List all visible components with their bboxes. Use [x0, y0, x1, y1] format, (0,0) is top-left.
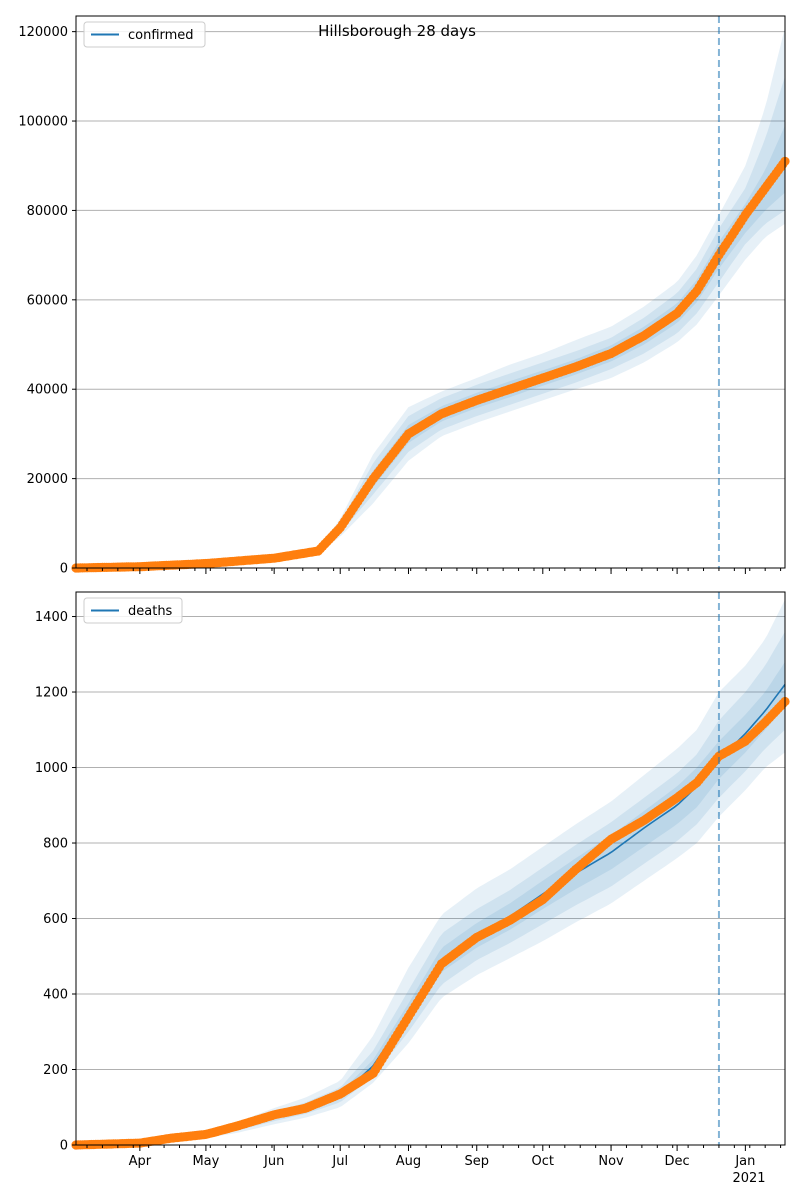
y-tick-label: 40000	[27, 383, 68, 398]
deaths-panel: 0 200 400 600 800 1000 1200 1400 Apr May Jun Jul Au…	[35, 591, 790, 1186]
legend-box	[83, 21, 206, 48]
x-tick-label: Jun	[263, 1154, 284, 1169]
x-tick-label: Jan	[734, 1154, 755, 1169]
y-tick-label: 1200	[35, 686, 68, 701]
deaths-x-axis: Apr May Jun Jul Aug Sep Oct Nov Dec Jan	[86, 1145, 782, 1169]
confirmed-panel: 0 20000 40000 60000 80000 100000 120000 Hillsb…	[18, 15, 790, 577]
x-tick-label: May	[192, 1154, 219, 1169]
y-tick-label: 60000	[27, 293, 68, 308]
deaths-y-axis: 0 200 400 600 800 1000 1200 1400	[35, 610, 76, 1154]
x-tick-label: Dec	[665, 1154, 690, 1169]
x-tick-label: Nov	[598, 1154, 624, 1169]
x-tick-label: Aug	[396, 1154, 421, 1169]
confirmed-axes-frame	[75, 15, 786, 569]
legend-box	[83, 597, 183, 624]
confirmed-y-axis: 0 20000 40000 60000 80000 100000 120000	[18, 25, 76, 577]
deaths-uncertainty-bands	[76, 599, 785, 1145]
y-tick-label: 100000	[18, 115, 68, 130]
deaths-axes-frame	[75, 591, 786, 1146]
y-tick-label: 400	[43, 988, 68, 1003]
deaths-observed-points	[71, 696, 790, 1150]
legend-label: confirmed	[128, 28, 194, 43]
confirmed-x-axis	[86, 568, 782, 574]
uncertainty-band-2	[76, 76, 785, 569]
y-tick-label: 800	[43, 837, 68, 852]
confirmed-legend: confirmed	[83, 21, 206, 48]
confirmed-uncertainty-bands	[76, 27, 785, 569]
deaths-legend: deaths	[83, 597, 183, 624]
y-tick-label: 80000	[27, 204, 68, 219]
y-tick-label: 20000	[27, 472, 68, 487]
y-tick-label: 600	[43, 912, 68, 927]
y-tick-label: 200	[43, 1063, 68, 1078]
x-year-label: 2021	[732, 1171, 765, 1186]
x-tick-label: Jul	[331, 1154, 348, 1169]
x-tick-label: Oct	[532, 1154, 554, 1169]
x-tick-label: Apr	[129, 1154, 152, 1169]
y-tick-label: 0	[60, 562, 68, 577]
y-tick-label: 1400	[35, 610, 68, 625]
confirmed-observed-points	[71, 156, 790, 573]
uncertainty-band-1	[76, 599, 785, 1145]
y-tick-label: 1000	[35, 761, 68, 776]
legend-label: deaths	[128, 604, 173, 619]
chart-title: Hillsborough 28 days	[318, 22, 476, 40]
y-tick-label: 0	[60, 1139, 68, 1154]
y-tick-label: 120000	[18, 25, 68, 40]
x-tick-label: Sep	[464, 1154, 489, 1169]
